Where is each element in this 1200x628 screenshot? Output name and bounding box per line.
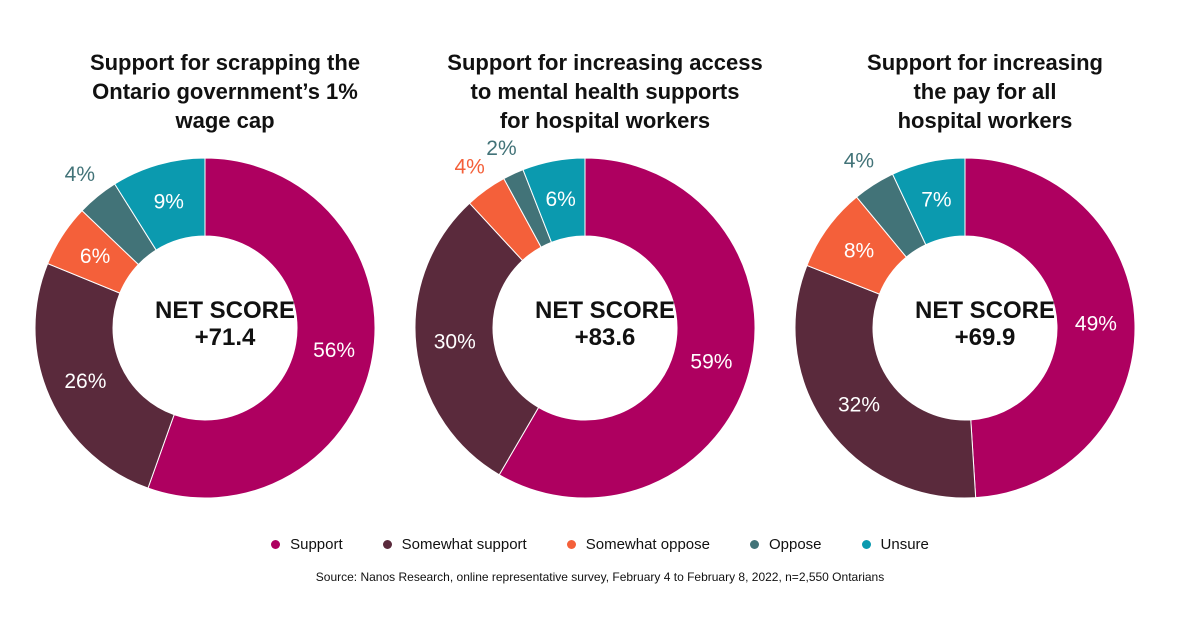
net-score-value: +83.6 (574, 324, 636, 351)
chart-title-line: Support for increasing access (447, 50, 763, 75)
legend: Support Somewhat support Somewhat oppose… (0, 536, 1200, 553)
chart-title: Support for increasing the pay for all h… (795, 48, 1175, 135)
slice-support (498, 157, 756, 499)
legend-item-support: Support (271, 536, 343, 553)
slice-label-somewhat-oppose: 4% (454, 156, 484, 179)
slice-label-oppose: 4% (65, 163, 95, 186)
net-score-label: NET SCORE (914, 297, 1055, 324)
slice-label-somewhat-oppose: 6% (80, 245, 110, 268)
donut-chart: 49% 32% 8% 4% 7% (794, 149, 1136, 499)
slice-label-oppose: 2% (486, 137, 516, 160)
slice-support (147, 157, 376, 499)
legend-label: Unsure (880, 536, 929, 553)
slice-somewhat-support (414, 202, 540, 476)
chart-title-line: hospital workers (897, 108, 1073, 133)
slice-label-somewhat-support: 26% (64, 370, 106, 393)
net-score-value: +69.9 (954, 324, 1016, 351)
legend-item-oppose: Oppose (749, 536, 822, 553)
slice-label-support: 56% (313, 339, 355, 362)
slice-label-support: 59% (690, 351, 732, 374)
legend-dot (271, 540, 281, 549)
chart-title-line: Ontario government’s 1% (92, 79, 358, 104)
slice-somewhat-support (794, 264, 977, 499)
slice-label-somewhat-support: 30% (434, 331, 476, 354)
slice-somewhat-support (34, 262, 175, 489)
legend-item-somewhat-oppose: Somewhat oppose (566, 536, 710, 553)
source-note: Source: Nanos Research, online represent… (315, 570, 885, 584)
donut-chart: 59% 30% 4%2% 6% (414, 137, 756, 499)
legend-dot (861, 540, 871, 549)
legend-dot (382, 540, 392, 549)
chart-title-line: the pay for all (913, 79, 1057, 104)
net-score: NET SCORE +69.9 (795, 297, 1175, 351)
chart-title-line: for hospital workers (499, 108, 711, 133)
slice-label-unsure: 7% (921, 189, 951, 212)
chart-title-line: wage cap (175, 108, 275, 133)
legend-dot (566, 540, 576, 549)
slice-label-oppose: 4% (844, 149, 874, 172)
donut-chart: 56% 26% 6% 4% 9% (34, 157, 376, 499)
net-score-value: +71.4 (194, 324, 256, 351)
chart-title-line: Support for scrapping the (89, 50, 361, 75)
slice-label-unsure: 6% (546, 188, 576, 211)
legend-label: Somewhat support (401, 536, 527, 553)
slice-unsure (522, 157, 586, 243)
chart-title: Support for scrapping the Ontario govern… (35, 48, 415, 135)
legend-label: Somewhat oppose (585, 536, 710, 553)
legend-label: Oppose (768, 536, 822, 553)
slice-support (964, 157, 1136, 499)
slice-label-support: 49% (1075, 312, 1117, 335)
chart-wage-cap: Support for scrapping the Ontario govern… (34, 0, 415, 510)
slice-label-unsure: 9% (154, 191, 184, 214)
slice-unsure (114, 157, 206, 251)
net-score: NET SCORE +71.4 (35, 297, 415, 351)
slice-label-somewhat-oppose: 8% (844, 240, 874, 263)
slice-unsure (891, 157, 966, 246)
chart-title-line: Support for increasing (867, 50, 1103, 75)
chart-title: Support for increasing access to mental … (415, 48, 795, 135)
net-score-label: NET SCORE (534, 297, 675, 324)
legend-item-somewhat-support: Somewhat support (382, 536, 527, 553)
net-score-label: NET SCORE (154, 297, 295, 324)
net-score: NET SCORE +83.6 (415, 297, 795, 351)
legend-label: Support (290, 536, 343, 553)
chart-mental-health: Support for increasing access to mental … (414, 0, 795, 510)
slice-label-somewhat-support: 32% (838, 393, 880, 416)
legend-dot (749, 540, 759, 549)
legend-item-unsure: Unsure (861, 536, 929, 553)
chart-title-line: to mental health supports (470, 79, 740, 104)
chart-pay: Support for increasing the pay for all h… (794, 0, 1175, 510)
